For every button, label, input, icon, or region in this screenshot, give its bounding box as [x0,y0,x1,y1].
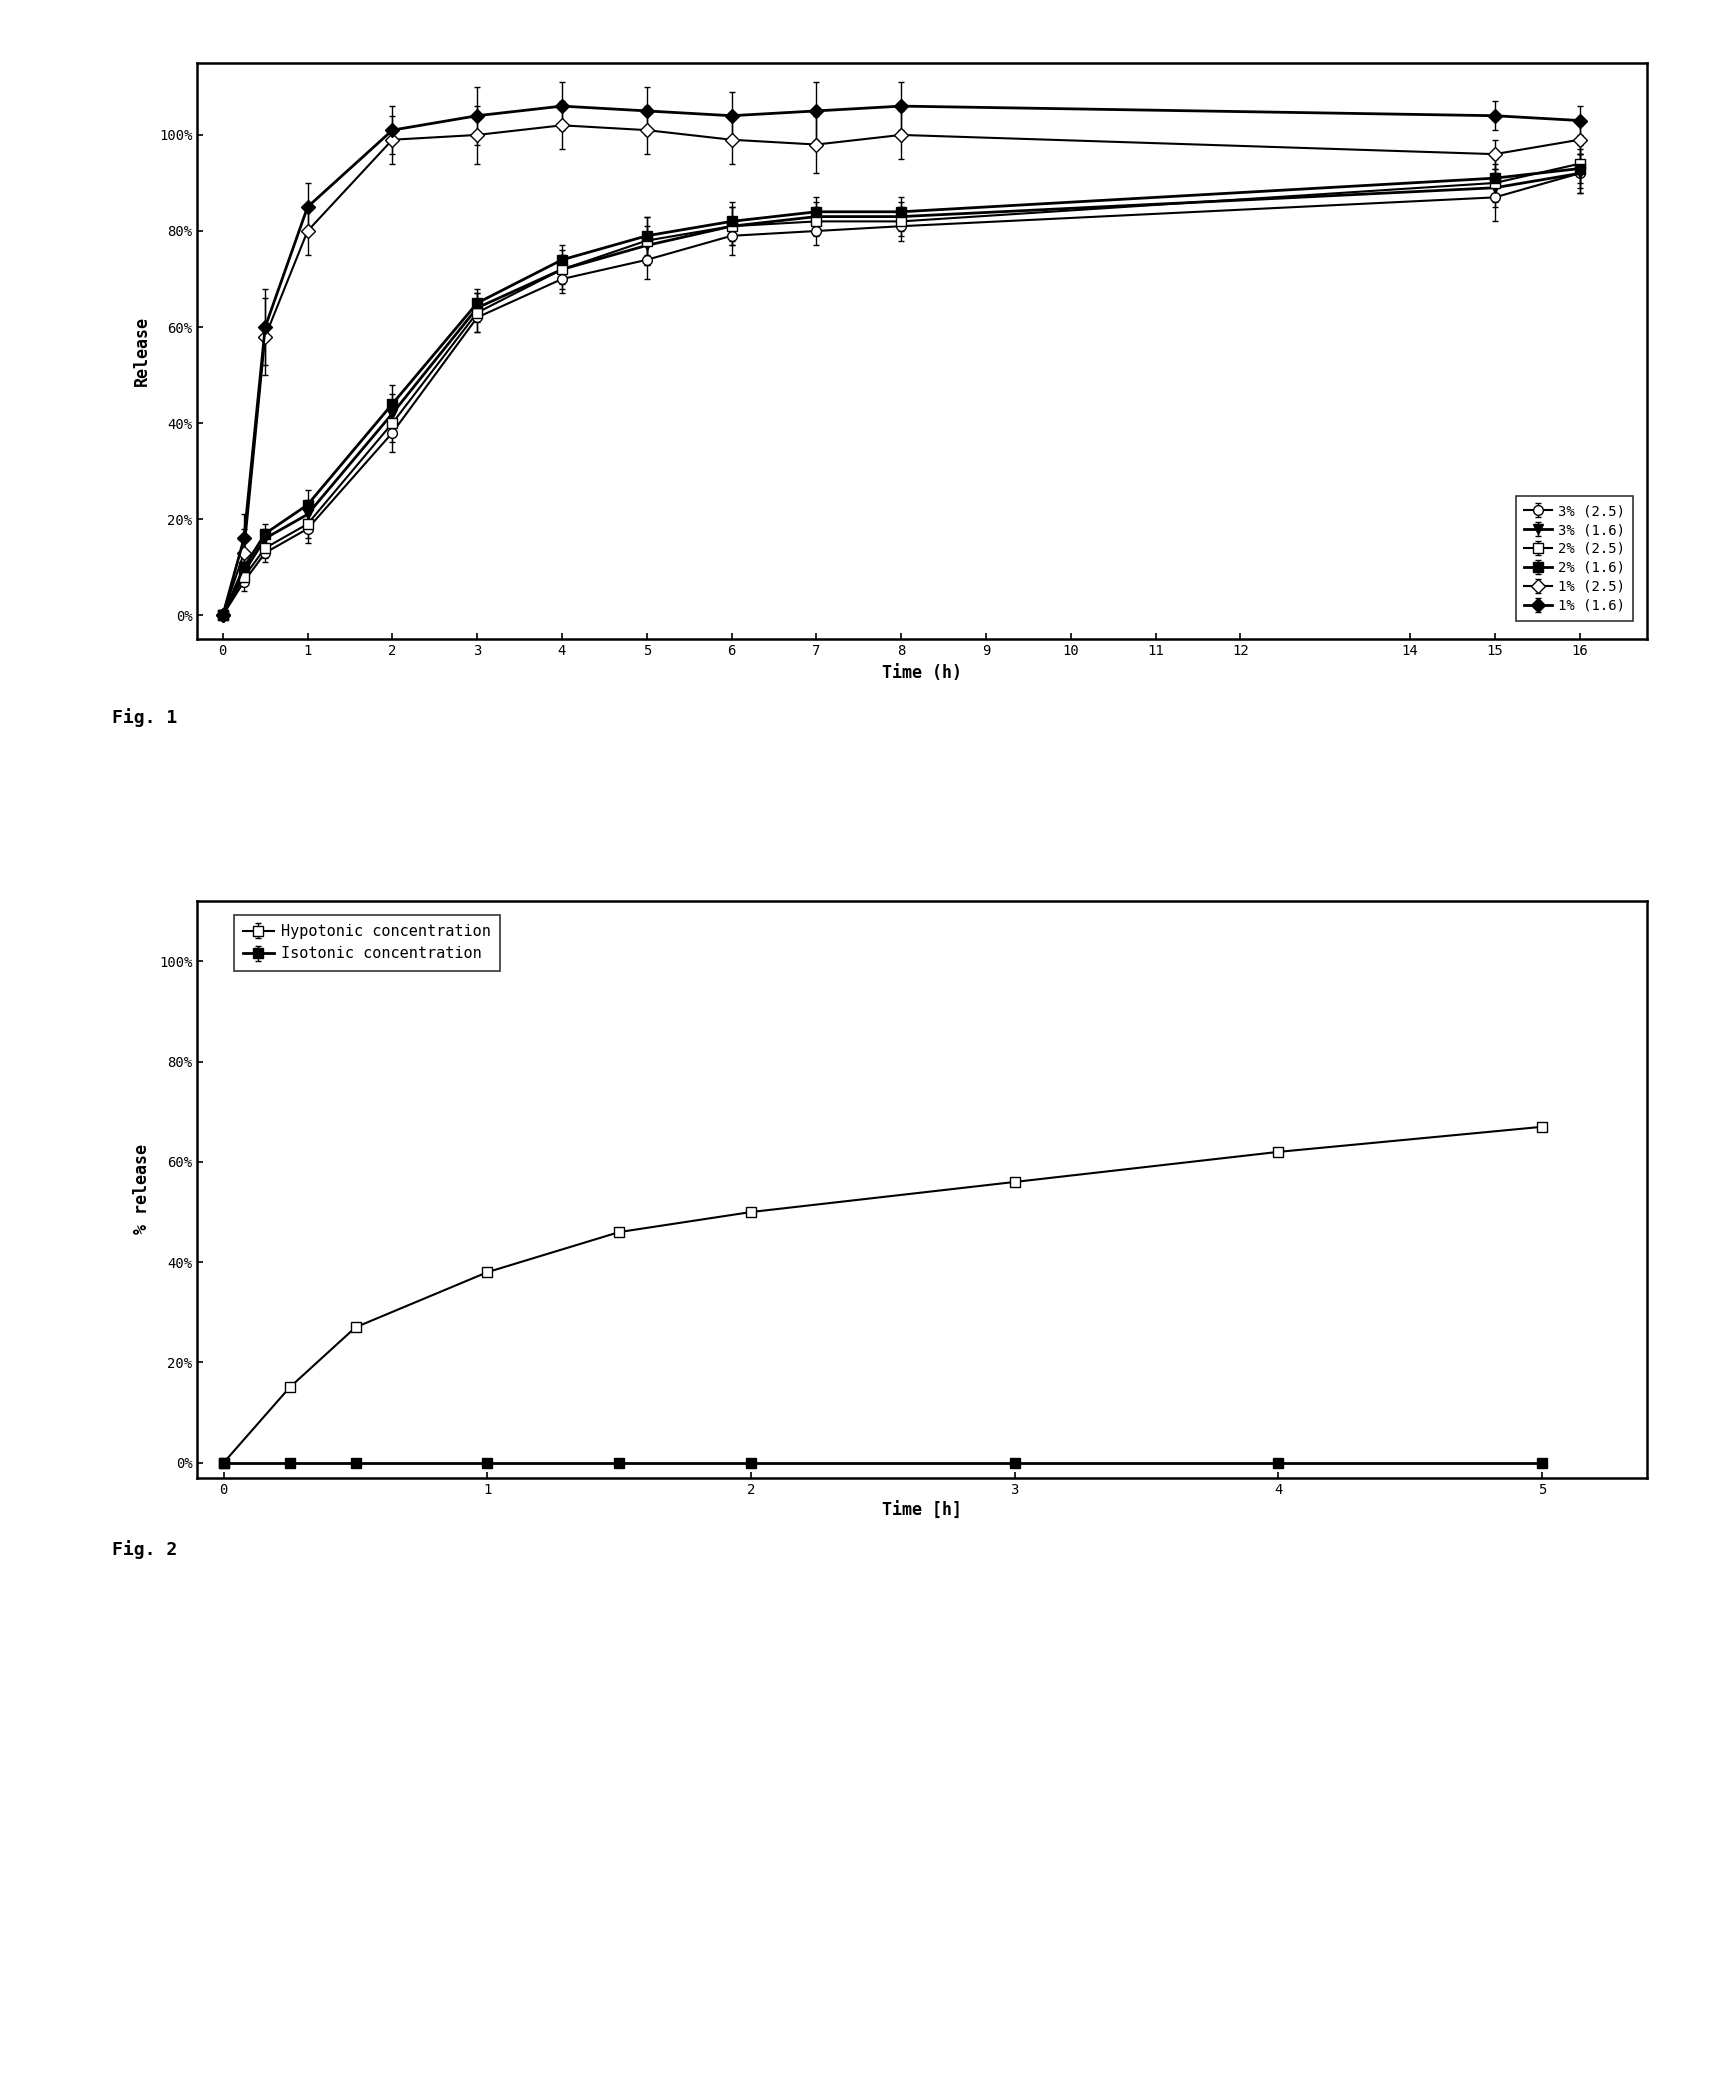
Text: Fig. 2: Fig. 2 [112,1541,177,1559]
Legend: 3% (2.5), 3% (1.6), 2% (2.5), 2% (1.6), 1% (2.5), 1% (1.6): 3% (2.5), 3% (1.6), 2% (2.5), 2% (1.6), … [1517,497,1634,620]
Y-axis label: % release: % release [132,1144,151,1235]
Legend: Hypotonic concentration, Isotonic concentration: Hypotonic concentration, Isotonic concen… [233,914,501,970]
Y-axis label: Release: Release [132,316,151,386]
X-axis label: Time (h): Time (h) [882,664,963,681]
Text: Fig. 1: Fig. 1 [112,708,177,727]
X-axis label: Time [h]: Time [h] [882,1503,963,1520]
